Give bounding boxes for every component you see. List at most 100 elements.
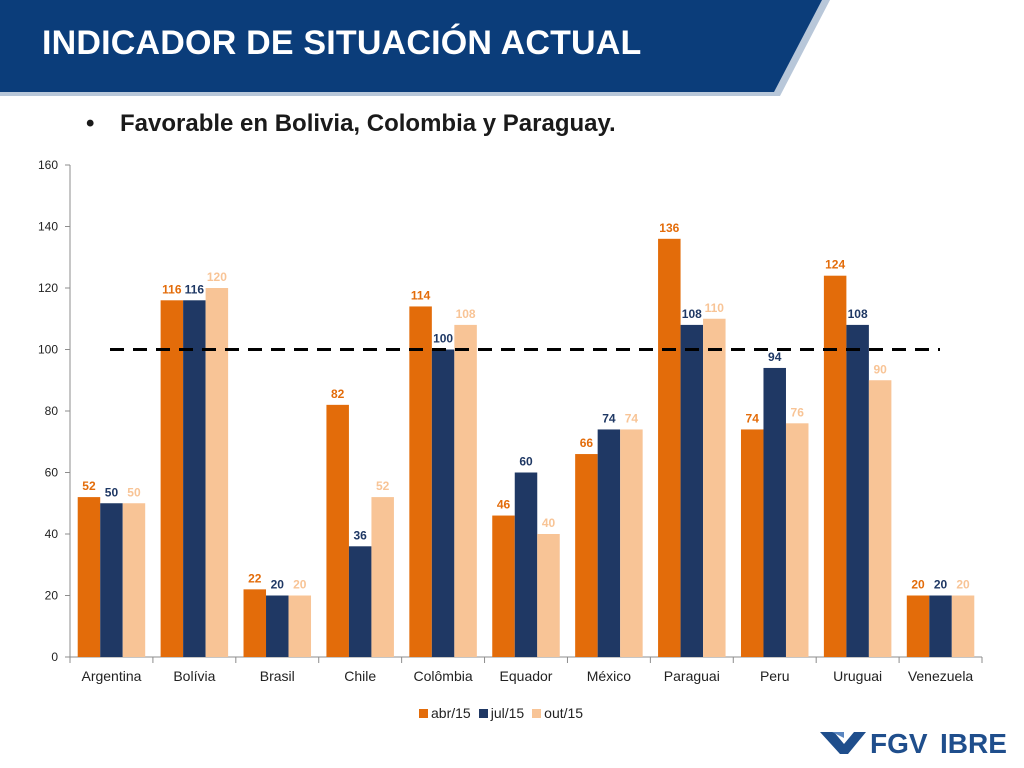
y-tick-label: 160: [38, 158, 58, 172]
logo-text-ibre: IBRE: [940, 728, 1007, 759]
bullet-text: Favorable en Bolivia, Colombia y Paragua…: [120, 110, 616, 137]
data-label-jul15: 108: [848, 307, 868, 321]
y-tick-label: 80: [45, 404, 59, 418]
data-label-out15: 40: [542, 516, 556, 530]
data-label-abr15: 66: [580, 436, 594, 450]
data-label-jul15: 100: [433, 332, 453, 346]
bar-out15: [371, 497, 394, 657]
bar-out15: [205, 288, 229, 657]
data-label-abr15: 22: [248, 571, 262, 585]
x-category-label: Bolívia: [173, 668, 215, 684]
bar-out15: [951, 595, 975, 657]
data-label-abr15: 52: [82, 479, 96, 493]
x-category-label: Paraguai: [664, 668, 720, 684]
bar-abr15: [823, 275, 847, 657]
y-tick-label: 20: [45, 589, 59, 603]
bullet-marker: •: [86, 110, 95, 137]
slide-title: INDICADOR DE SITUACIÓN ACTUAL: [42, 24, 642, 62]
bar-jul15: [100, 503, 123, 657]
bar-jul15: [597, 429, 621, 657]
bar-abr15: [658, 238, 681, 658]
bar-abr15: [906, 595, 930, 657]
title-banner: [0, 0, 830, 96]
data-label-out15: 50: [127, 485, 141, 499]
data-label-abr15: 20: [911, 578, 925, 592]
logo-mark-icon: [820, 732, 866, 754]
bar-abr15: [160, 300, 184, 657]
bar-jul15: [514, 472, 538, 657]
data-label-jul15: 116: [185, 282, 205, 296]
legend-label-jul15: jul/15: [490, 705, 525, 721]
bar-jul15: [763, 367, 786, 657]
legend-label-abr15: abr/15: [431, 705, 471, 721]
bar-jul15: [929, 595, 952, 657]
data-label-out15: 20: [293, 578, 307, 592]
bullet-point: • Favorable en Bolivia, Colombia y Paragu…: [86, 110, 616, 138]
legend-swatch-abr15: [419, 708, 428, 718]
legend-item-out15: out/15: [532, 705, 583, 721]
bar-out15: [122, 503, 146, 657]
bar-abr15: [326, 404, 349, 657]
data-label-out15: 76: [791, 405, 805, 419]
x-category-label: México: [587, 668, 632, 684]
x-category-label: Colômbia: [414, 668, 473, 684]
bar-abr15: [575, 454, 598, 657]
data-label-jul15: 94: [768, 350, 782, 364]
data-label-jul15: 74: [602, 411, 616, 425]
bar-abr15: [409, 306, 432, 657]
bar-jul15: [266, 595, 289, 657]
data-label-jul15: 20: [271, 578, 285, 592]
bar-out15: [454, 324, 477, 657]
y-tick-label: 40: [45, 527, 59, 541]
data-label-out15: 90: [873, 362, 887, 376]
data-label-out15: 110: [705, 301, 725, 315]
data-label-jul15: 50: [105, 485, 119, 499]
y-tick-label: 0: [51, 650, 58, 664]
bar-abr15: [243, 589, 267, 657]
chart-legend: abr/15 jul/15 out/15: [419, 705, 583, 721]
legend-item-jul15: jul/15: [478, 705, 525, 721]
bar-out15: [868, 380, 892, 657]
data-label-abr15: 116: [162, 282, 182, 296]
data-label-abr15: 74: [746, 411, 760, 425]
bar-jul15: [846, 324, 869, 657]
bar-out15: [785, 423, 809, 657]
data-label-abr15: 136: [659, 221, 679, 235]
x-category-label: Peru: [760, 668, 790, 684]
data-label-abr15: 124: [825, 258, 845, 272]
bar-abr15: [77, 497, 101, 657]
y-tick-label: 140: [38, 220, 58, 234]
banner-background: [0, 0, 822, 92]
data-label-abr15: 46: [497, 498, 511, 512]
data-label-out15: 120: [207, 270, 227, 284]
x-category-label: Brasil: [260, 668, 295, 684]
bar-jul15: [348, 546, 372, 657]
bar-out15: [537, 534, 560, 657]
data-label-out15: 108: [456, 307, 476, 321]
x-category-label: Uruguai: [833, 668, 882, 684]
bar-jul15: [680, 324, 704, 657]
data-label-abr15: 82: [331, 387, 345, 401]
data-label-jul15: 20: [934, 578, 948, 592]
x-category-label: Equador: [500, 668, 553, 684]
y-tick-label: 120: [38, 281, 58, 295]
legend-swatch-out15: [532, 708, 542, 718]
logo-text-fgv: FGV: [870, 728, 928, 759]
bar-out15: [288, 595, 312, 657]
data-label-abr15: 114: [411, 288, 431, 302]
bar-abr15: [492, 515, 515, 657]
bar-jul15: [431, 349, 455, 657]
legend-swatch-jul15: [478, 708, 488, 718]
x-category-label: Chile: [344, 668, 376, 684]
bar-out15: [703, 318, 726, 657]
x-category-label: Venezuela: [908, 668, 974, 684]
x-category-label: Argentina: [81, 668, 141, 684]
legend-label-out15: out/15: [544, 705, 584, 721]
data-label-out15: 74: [625, 411, 639, 425]
bar-chart: 0 20 40 60 80 100 120 140 160 Argentina Bolívia Bra…: [38, 158, 983, 684]
data-label-out15: 52: [376, 479, 390, 493]
bar-jul15: [183, 300, 206, 657]
y-tick-label: 100: [38, 343, 58, 357]
legend-item-abr15: abr/15: [419, 705, 471, 721]
y-tick-label: 60: [45, 466, 59, 480]
